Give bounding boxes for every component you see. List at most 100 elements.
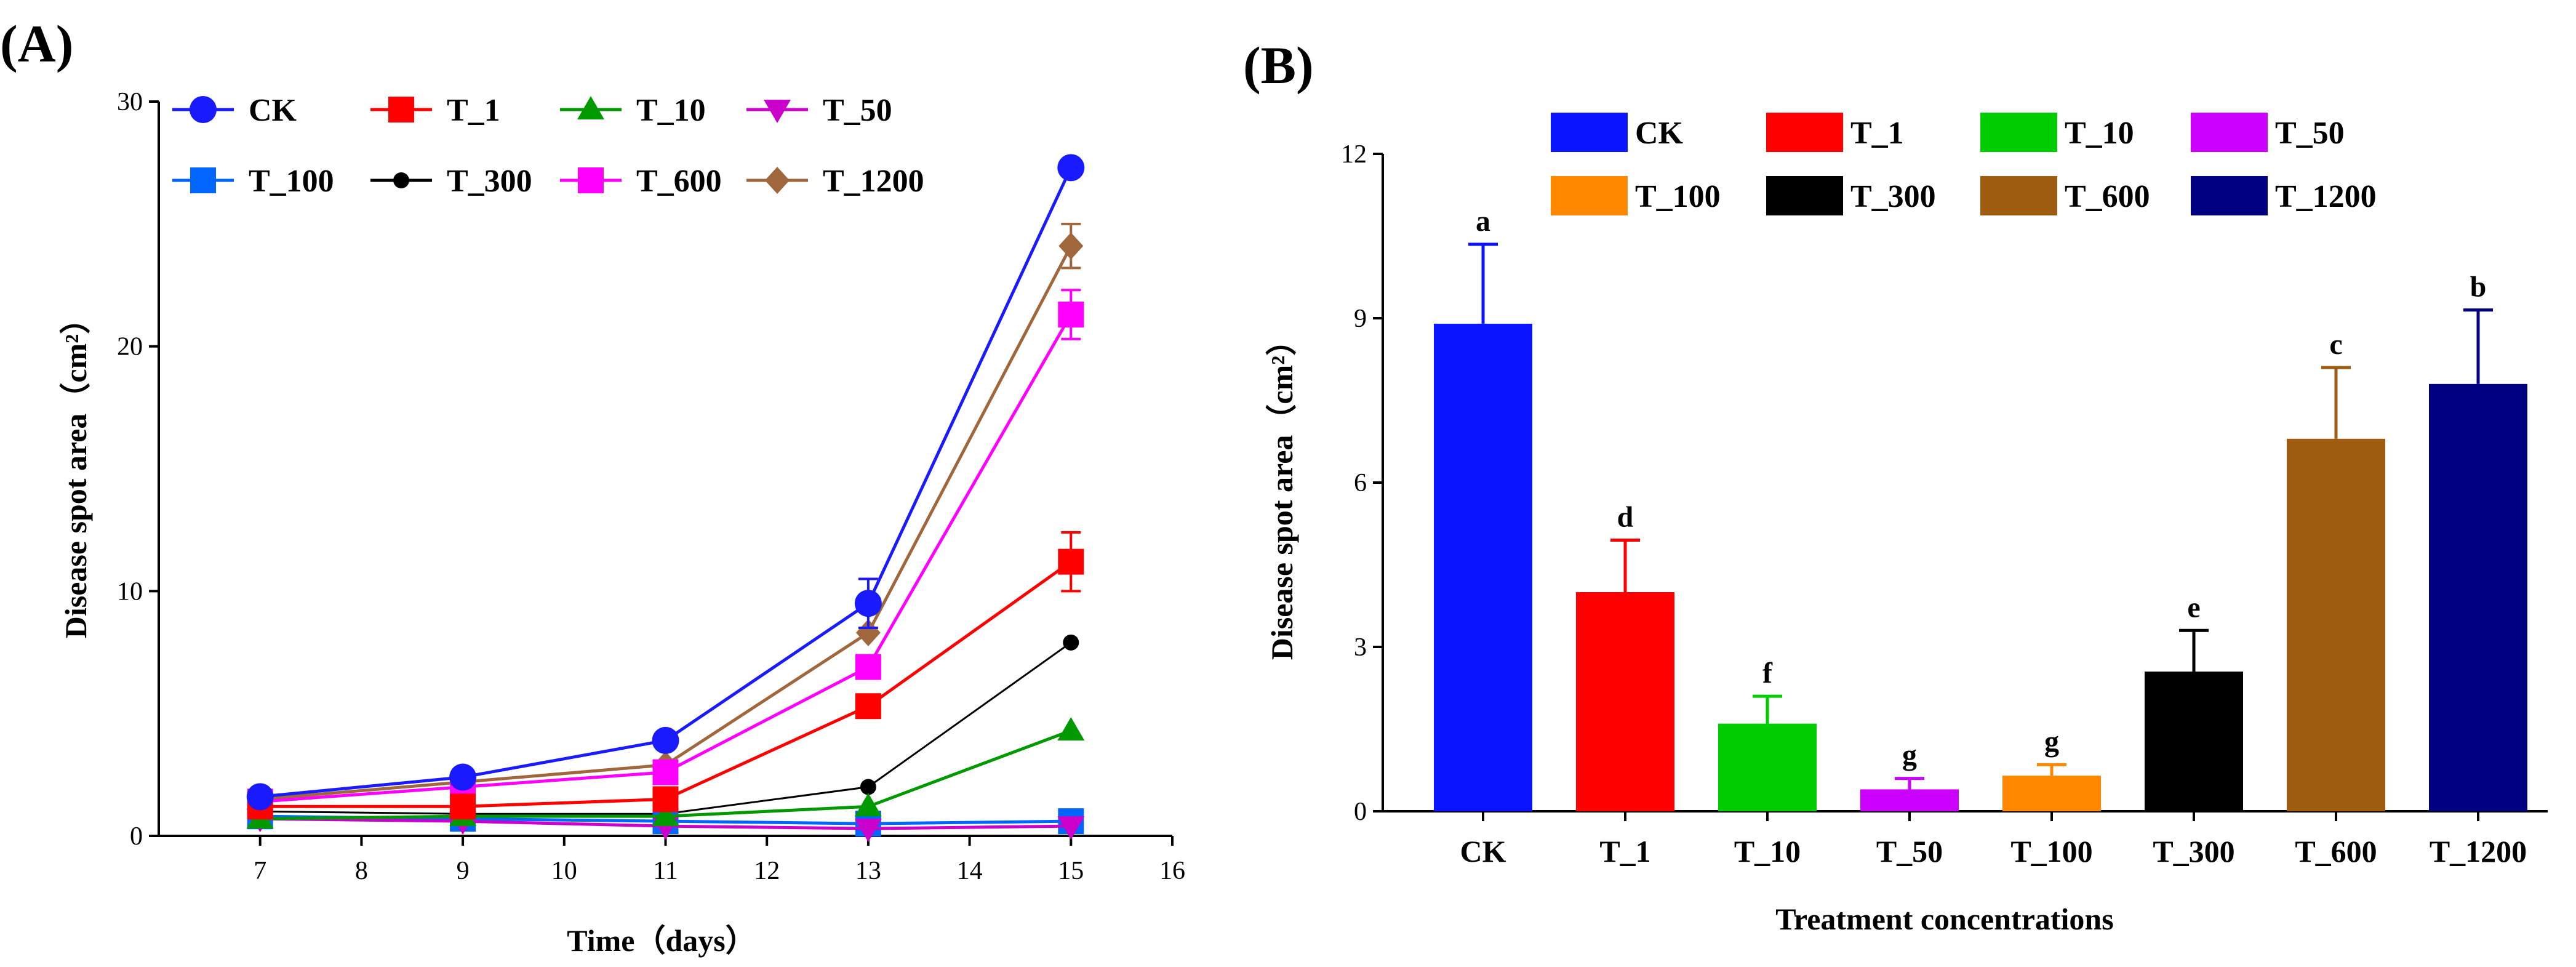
panel-b-x-tick-label: T_50 bbox=[1876, 834, 1943, 869]
data-point-t-10 bbox=[1057, 717, 1085, 741]
panel-b-x-axis-title: Treatment concentrations bbox=[1775, 902, 2113, 936]
legend-label: CK bbox=[249, 93, 297, 128]
legend-swatch bbox=[1551, 113, 1628, 152]
significance-letter: g bbox=[1902, 739, 1917, 772]
panel-b-y-axis-title: Disease spot area（cm²） bbox=[1265, 325, 1299, 660]
significance-letter: b bbox=[2470, 271, 2487, 303]
bar-t-10 bbox=[1718, 723, 1817, 811]
panel-b-x-tick-label: T_300 bbox=[2153, 834, 2234, 869]
legend-swatch bbox=[1766, 176, 1843, 215]
panel-a-axes: 0 10 20 30 7 8 9 10 11 12 13 14 15 16 bbox=[117, 88, 1185, 885]
panel-a-series bbox=[246, 154, 1085, 843]
data-point-ck bbox=[246, 783, 274, 811]
bar-group-t-1200: b bbox=[2429, 271, 2527, 811]
legend-marker bbox=[393, 172, 409, 188]
data-point-t-600 bbox=[1058, 301, 1084, 327]
bar-t-300 bbox=[2145, 672, 2243, 811]
panel-a-y-tick-label: 20 bbox=[117, 333, 143, 361]
panel-a-x-tick-label: 16 bbox=[1159, 857, 1185, 885]
legend-item-t-1200: T_1200 bbox=[746, 164, 924, 199]
panel-b-bars: a d f g g e c b bbox=[1434, 205, 2527, 811]
panel-a-x-axis-title: Time（days） bbox=[567, 923, 756, 958]
bar-group-t-600: c bbox=[2287, 328, 2385, 811]
data-point-t-10 bbox=[652, 803, 679, 827]
panel-b-legend: CK T_1 T_10 T_50 T_100 T_300 T_600 T_1200 bbox=[1551, 113, 2377, 215]
legend-marker bbox=[190, 167, 216, 193]
legend-label: T_10 bbox=[2065, 116, 2134, 151]
panel-a-y-axis-title: Disease spot area（cm²） bbox=[58, 303, 93, 639]
bar-group-ck: a bbox=[1434, 205, 1532, 811]
legend-label: T_50 bbox=[2275, 116, 2345, 151]
legend-item-t-100: T_100 bbox=[172, 164, 334, 199]
series-t-1 bbox=[247, 531, 1084, 820]
panel-b-y-tick-label: 9 bbox=[1354, 305, 1367, 333]
panel-a-y-tick-label: 0 bbox=[130, 822, 143, 851]
legend-label: T_300 bbox=[1850, 179, 1936, 214]
legend-swatch bbox=[1766, 113, 1843, 152]
legend-label: T_600 bbox=[636, 164, 722, 199]
panel-a-x-tick-label: 11 bbox=[653, 857, 678, 885]
legend-item-t-300: T_300 bbox=[1766, 176, 1936, 215]
series-ck bbox=[246, 154, 1085, 811]
legend-swatch bbox=[1980, 176, 2057, 215]
legend-item-ck: CK bbox=[1551, 113, 1684, 152]
data-point-t-600 bbox=[652, 759, 679, 785]
series-t-10 bbox=[246, 717, 1085, 829]
significance-letter: c bbox=[2329, 328, 2342, 361]
legend-label: T_1 bbox=[1850, 116, 1904, 151]
legend-item-t-300: T_300 bbox=[370, 164, 532, 199]
legend-label: T_1200 bbox=[823, 164, 924, 199]
legend-item-t-10: T_10 bbox=[1980, 113, 2134, 152]
legend-label: T_1 bbox=[447, 93, 500, 128]
significance-letter: g bbox=[2044, 725, 2059, 758]
series-t-1200 bbox=[247, 222, 1084, 813]
panel-a-x-tick-label: 10 bbox=[551, 857, 577, 885]
legend-label: T_600 bbox=[2065, 179, 2150, 214]
bar-t-50 bbox=[1860, 789, 1959, 811]
panel-a-legend: CK T_1 T_10 T_50 T_100 T_300 T_600 T_1200 bbox=[172, 93, 924, 199]
bar-group-t-100: g bbox=[2002, 725, 2101, 811]
data-point-t-1 bbox=[450, 793, 476, 820]
significance-letter: a bbox=[1476, 205, 1490, 238]
data-point-t-10 bbox=[854, 793, 882, 817]
legend-label: CK bbox=[1635, 116, 1684, 151]
data-point-t-1200 bbox=[1058, 232, 1084, 260]
legend-item-t-1: T_1 bbox=[370, 93, 500, 128]
legend-label: T_300 bbox=[447, 164, 532, 199]
significance-letter: d bbox=[1617, 500, 1634, 533]
data-point-t-300 bbox=[1063, 634, 1079, 651]
panel-b-x-tick-label: CK bbox=[1460, 834, 1506, 869]
series-line-ck bbox=[260, 167, 1073, 798]
significance-letter: e bbox=[2187, 591, 2200, 624]
legend-marker bbox=[578, 167, 604, 193]
legend-marker bbox=[765, 167, 790, 194]
panel-a-x-tick-label: 9 bbox=[457, 857, 470, 885]
panel-b: (B) CK T_1 T_10 T_50 T_100 T_300 T_600 T_1200 0… bbox=[1243, 36, 2548, 936]
legend-item-t-10: T_10 bbox=[560, 93, 706, 128]
legend-swatch bbox=[1980, 113, 2057, 152]
data-point-ck bbox=[854, 590, 882, 617]
bar-group-t-50: g bbox=[1860, 739, 1959, 811]
panel-b-y-tick-label: 6 bbox=[1354, 469, 1367, 497]
data-point-t-1200 bbox=[855, 619, 881, 646]
bar-t-100 bbox=[2002, 776, 2101, 811]
panel-b-y-tick-label: 12 bbox=[1341, 140, 1367, 169]
legend-label: T_100 bbox=[249, 164, 334, 199]
legend-label: T_50 bbox=[823, 93, 892, 128]
bar-t-1 bbox=[1576, 592, 1674, 811]
panel-a-x-tick-label: 7 bbox=[254, 857, 266, 885]
legend-marker bbox=[764, 100, 791, 123]
panel-b-label: (B) bbox=[1243, 36, 1314, 95]
panel-b-x-tick-label: T_1 bbox=[1599, 834, 1650, 869]
panel-b-x-tick-label: T_600 bbox=[2295, 834, 2377, 869]
legend-item-t-1200: T_1200 bbox=[2191, 176, 2377, 215]
bar-ck bbox=[1434, 323, 1532, 811]
data-point-t-50 bbox=[854, 819, 882, 843]
legend-item-t-1: T_1 bbox=[1766, 113, 1904, 152]
legend-item-t-100: T_100 bbox=[1551, 176, 1721, 215]
legend-swatch bbox=[2191, 113, 2268, 152]
panel-a-label: (A) bbox=[0, 14, 73, 73]
legend-item-t-50: T_50 bbox=[2191, 113, 2345, 152]
legend-marker bbox=[388, 97, 414, 122]
